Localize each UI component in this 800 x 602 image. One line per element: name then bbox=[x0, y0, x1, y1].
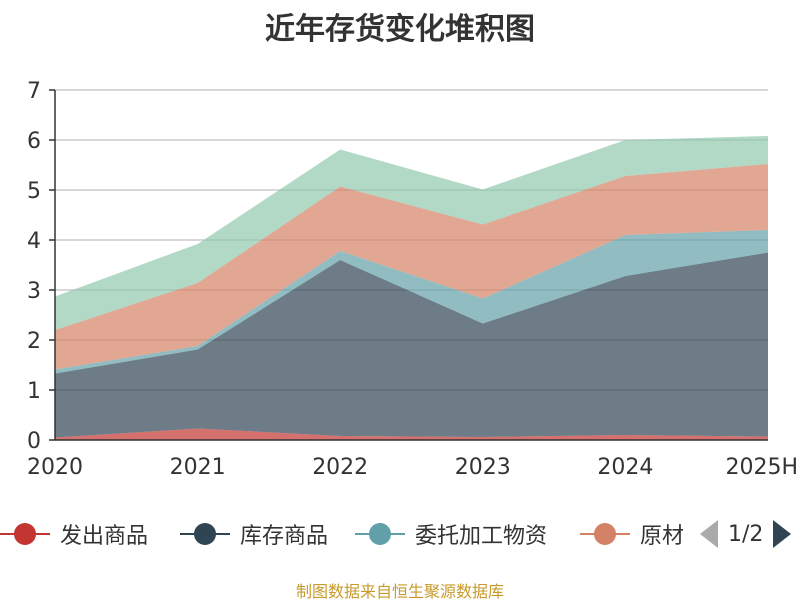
x-tick-label: 2023 bbox=[455, 455, 511, 480]
legend-item[interactable]: 原材料 bbox=[580, 512, 683, 556]
x-tick-label: 2022 bbox=[312, 455, 368, 480]
y-tick-label: 4 bbox=[27, 229, 41, 254]
legend-label: 库存商品 bbox=[240, 524, 329, 549]
legend-label: 发出商品 bbox=[60, 524, 149, 549]
chart-title: 近年存货变化堆积图 bbox=[265, 12, 535, 47]
legend-prev-page-icon[interactable] bbox=[700, 520, 718, 548]
y-tick-label: 2 bbox=[27, 329, 41, 354]
legend-marker-icon bbox=[0, 521, 50, 547]
x-tick-label: 2024 bbox=[597, 455, 653, 480]
y-tick-label: 1 bbox=[27, 379, 41, 404]
y-tick-label: 6 bbox=[27, 129, 41, 154]
legend-pager: 1/2 bbox=[700, 512, 792, 556]
y-tick-label: 3 bbox=[27, 279, 41, 304]
x-tick-label: 2020 bbox=[27, 455, 83, 480]
legend-page-indicator: 1/2 bbox=[728, 521, 764, 547]
source-note: 制图数据来自恒生聚源数据库 bbox=[295, 582, 504, 601]
y-tick-label: 7 bbox=[27, 79, 41, 104]
legend-next-page-icon[interactable] bbox=[773, 520, 792, 548]
area-series-1[interactable] bbox=[55, 252, 768, 438]
y-tick-label: 0 bbox=[27, 429, 41, 454]
legend: 发出商品 库存商品 委托加工物资 原材料 1/2 bbox=[0, 512, 800, 556]
y-tick-label: 5 bbox=[27, 179, 41, 204]
area-series-0[interactable] bbox=[55, 428, 768, 441]
x-tick-label: 2021 bbox=[170, 455, 226, 480]
legend-label: 委托加工物资 bbox=[415, 524, 548, 549]
area-series-4[interactable] bbox=[55, 136, 768, 330]
legend-item[interactable]: 委托加工物资 bbox=[355, 512, 547, 556]
legend-item[interactable]: 库存商品 bbox=[180, 512, 328, 556]
legend-marker-icon bbox=[180, 521, 230, 547]
legend-marker-icon bbox=[355, 521, 405, 547]
legend-marker-icon bbox=[580, 521, 630, 547]
area-series-3[interactable] bbox=[55, 164, 768, 370]
x-tick-label: 2025H bbox=[725, 455, 798, 480]
legend-items: 发出商品 库存商品 委托加工物资 原材料 bbox=[0, 512, 683, 556]
legend-label: 原材料 bbox=[640, 524, 683, 549]
area-series-2[interactable] bbox=[55, 230, 768, 374]
legend-item[interactable]: 发出商品 bbox=[0, 512, 148, 556]
